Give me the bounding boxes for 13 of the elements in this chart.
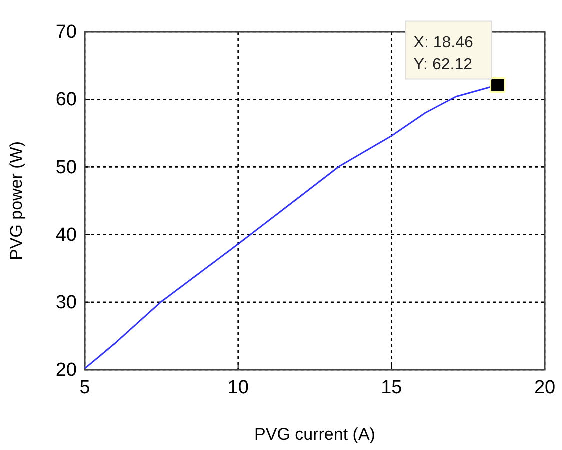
y-tick-label: 20 [56, 360, 77, 382]
y-tick-label: 60 [56, 90, 77, 111]
y-tick-label: 70 [56, 22, 77, 44]
x-tick-label: 15 [381, 377, 402, 398]
y-tick-label: 40 [56, 224, 77, 246]
y-axis-title: PVG power (W) [7, 141, 26, 261]
x-tick-label: 5 [80, 377, 90, 398]
x-axis-title: PVG current (A) [254, 425, 376, 444]
y-tick-label: 50 [56, 157, 77, 178]
y-tick-label: 30 [56, 292, 77, 314]
annotation: X: 18.46 Y: 62.12 [414, 34, 474, 74]
x-tick-label: 20 [534, 377, 556, 398]
x-tick-label: 10 [228, 377, 249, 398]
